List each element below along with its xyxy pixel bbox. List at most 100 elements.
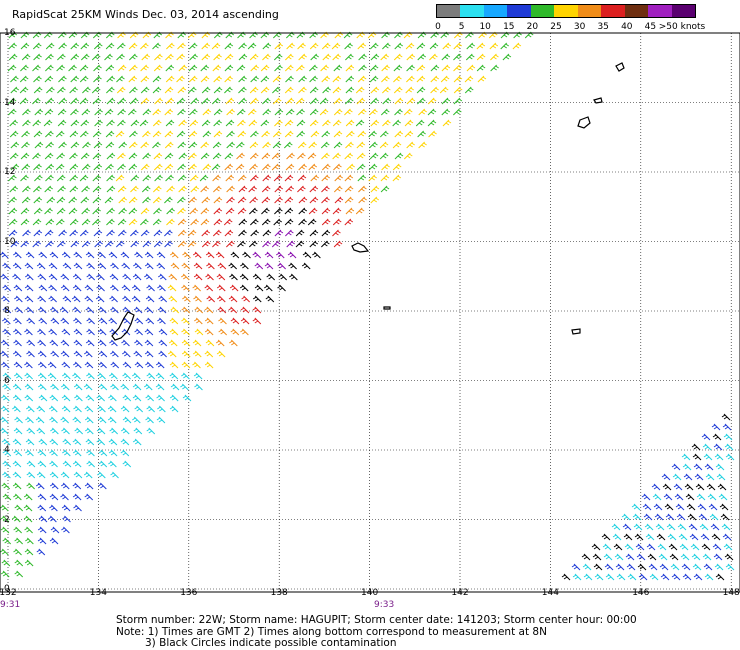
- wind-barb: [188, 75, 198, 83]
- wind-barb: [261, 218, 271, 226]
- wind-barb: [140, 207, 150, 215]
- wind-barb: [165, 53, 174, 61]
- wind-barb: [80, 42, 90, 50]
- wind-barb: [453, 53, 462, 61]
- wind-barb: [393, 86, 403, 94]
- wind-barb: [70, 75, 79, 83]
- wind-barb: [121, 262, 130, 270]
- wind-barb: [21, 163, 31, 171]
- wind-barb: [130, 240, 140, 248]
- wind-barb: [345, 141, 354, 149]
- wind-barb: [0, 405, 10, 413]
- wind-barb: [98, 460, 108, 468]
- wind-barb: [344, 97, 354, 105]
- wind-barb: [170, 306, 180, 314]
- wind-barb: [60, 350, 70, 358]
- wind-barb: [24, 548, 34, 556]
- wind-barb: [418, 108, 427, 116]
- wind-barb: [193, 295, 202, 303]
- wind-barb: [228, 306, 238, 314]
- wind-barb: [380, 53, 389, 61]
- wind-barb: [139, 119, 149, 127]
- wind-barb: [321, 42, 331, 50]
- wind-barb: [260, 64, 270, 72]
- wind-barb: [37, 273, 47, 281]
- wind-barb: [49, 482, 59, 490]
- wind-barb: [33, 185, 42, 193]
- wind-barb: [278, 273, 287, 281]
- wind-barb: [298, 163, 307, 171]
- wind-barb: [204, 328, 214, 336]
- wind-barb: [201, 86, 211, 94]
- wind-barb: [105, 141, 115, 149]
- wind-barb: [706, 483, 716, 491]
- wind-barb: [687, 513, 697, 521]
- wind-barb: [592, 553, 602, 561]
- wind-barb: [646, 543, 656, 551]
- wind-barb: [83, 383, 93, 391]
- wind-barb: [115, 174, 125, 182]
- wind-barb: [13, 526, 22, 534]
- wind-barb: [226, 108, 235, 116]
- wind-barb: [0, 416, 9, 424]
- wind-barb: [429, 53, 438, 61]
- wind-barb: [332, 119, 342, 127]
- wind-barb: [249, 53, 259, 61]
- wind-barb: [84, 416, 94, 424]
- wind-barb: [285, 75, 294, 83]
- wind-barb: [8, 42, 17, 50]
- wind-barb: [82, 86, 91, 94]
- wind-barb: [118, 196, 128, 204]
- wind-barb: [1, 295, 10, 303]
- wind-barb: [464, 75, 474, 83]
- wind-barb: [211, 163, 221, 171]
- wind-barb: [623, 533, 633, 541]
- wind-barb: [453, 42, 463, 50]
- wind-barb: [44, 207, 53, 215]
- wind-barb: [56, 152, 65, 160]
- wind-barb: [637, 563, 647, 571]
- wind-barb: [178, 119, 187, 127]
- wind-barb: [36, 405, 46, 413]
- wind-barb: [283, 141, 293, 149]
- wind-barb: [394, 42, 404, 50]
- wind-barb: [237, 207, 247, 215]
- wind-barb: [155, 383, 165, 391]
- legend-swatch: [507, 5, 531, 17]
- wind-barb: [705, 473, 715, 481]
- wind-barb: [616, 573, 626, 581]
- wind-barb: [164, 240, 173, 248]
- wind-barb: [69, 229, 78, 237]
- wind-barb: [428, 130, 437, 138]
- wind-barb: [252, 317, 262, 325]
- wind-barb: [701, 433, 711, 441]
- wind-barb: [181, 317, 190, 325]
- wind-barb: [181, 306, 191, 314]
- wind-barb: [69, 130, 79, 138]
- wind-barb: [98, 306, 107, 314]
- wind-barb: [96, 273, 105, 281]
- wind-barb: [249, 86, 259, 94]
- wind-barb: [79, 97, 89, 105]
- wind-barb: [725, 453, 735, 461]
- wind-barb: [117, 119, 126, 127]
- wind-barb: [20, 174, 29, 182]
- wind-barb: [73, 317, 82, 325]
- wind-barb: [394, 152, 404, 160]
- wind-barb: [91, 53, 101, 61]
- wind-barb: [49, 471, 59, 479]
- wind-barb: [194, 383, 203, 391]
- wind-barb: [121, 339, 130, 347]
- wind-barb: [320, 64, 329, 72]
- latitude-label: 14: [4, 97, 16, 108]
- wind-barb: [97, 251, 106, 259]
- wind-barb: [106, 174, 115, 182]
- wind-barb: [19, 86, 29, 94]
- wind-barb: [212, 64, 222, 72]
- wind-barb: [146, 372, 156, 380]
- wind-barb: [32, 218, 42, 226]
- wind-barb: [262, 229, 272, 237]
- wind-barb: [298, 86, 307, 94]
- wind-barb: [37, 504, 47, 512]
- wind-barb: [152, 119, 162, 127]
